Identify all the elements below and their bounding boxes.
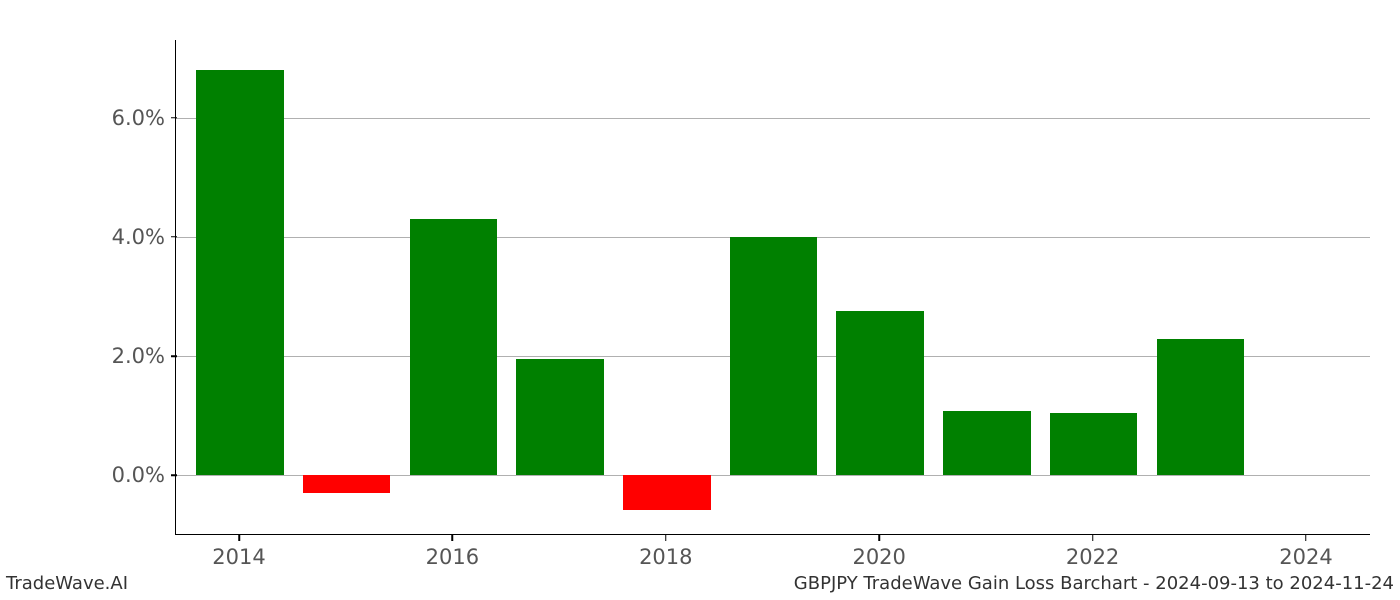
footer-right-text: GBPJPY TradeWave Gain Loss Barchart - 20… — [794, 573, 1394, 594]
y-tick-mark — [171, 117, 177, 119]
y-tick-mark — [171, 355, 177, 357]
x-tick-mark — [452, 535, 454, 541]
bar — [943, 411, 1030, 475]
x-tick-label: 2022 — [1066, 545, 1119, 569]
bars-layer — [176, 40, 1370, 534]
gridline — [176, 118, 1370, 119]
chart-plot-area — [175, 40, 1370, 535]
x-tick-mark — [238, 535, 240, 541]
y-tick-label: 0.0% — [112, 463, 165, 487]
x-tick-label: 2016 — [426, 545, 479, 569]
bar — [196, 70, 283, 476]
y-tick-label: 4.0% — [112, 225, 165, 249]
bar — [1050, 413, 1137, 476]
bar — [410, 219, 497, 475]
x-tick-label: 2024 — [1279, 545, 1332, 569]
x-tick-mark — [878, 535, 880, 541]
bar — [623, 475, 710, 510]
x-tick-label: 2018 — [639, 545, 692, 569]
bar — [836, 311, 923, 475]
y-tick-label: 6.0% — [112, 106, 165, 130]
x-tick-mark — [1305, 535, 1307, 541]
y-tick-mark — [171, 475, 177, 477]
x-tick-label: 2020 — [852, 545, 905, 569]
footer-left-text: TradeWave.AI — [6, 573, 128, 594]
bar — [1157, 339, 1244, 475]
y-tick-label: 2.0% — [112, 344, 165, 368]
bar — [730, 237, 817, 476]
bar — [516, 359, 603, 475]
x-tick-label: 2014 — [212, 545, 265, 569]
bar — [303, 475, 390, 493]
x-tick-mark — [665, 535, 667, 541]
y-tick-mark — [171, 236, 177, 238]
x-tick-mark — [1092, 535, 1094, 541]
